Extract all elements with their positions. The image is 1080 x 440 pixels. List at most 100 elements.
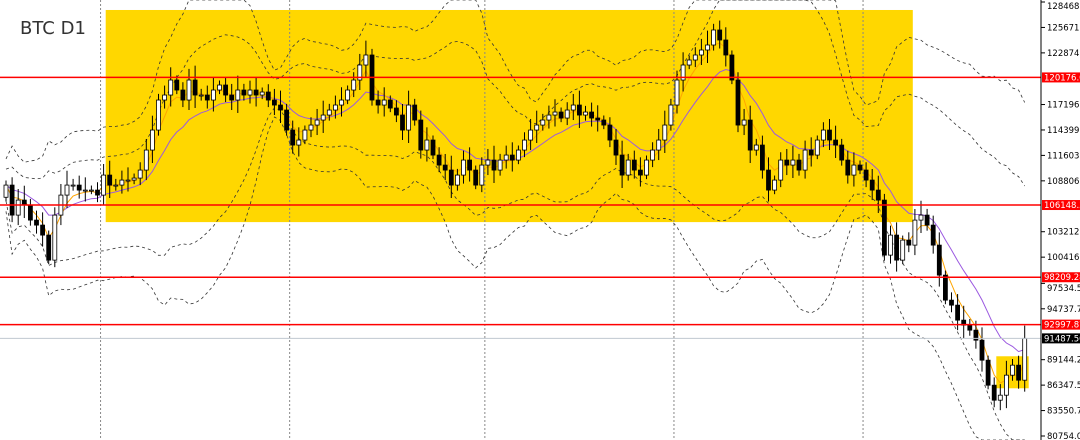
- level-price-box: [1042, 319, 1080, 330]
- bearish-candle-body: [619, 154, 625, 176]
- bearish-candle-body: [558, 111, 564, 119]
- bullish-candle-body: [168, 79, 174, 96]
- axis-tick-label: 83550.75: [1047, 407, 1080, 417]
- level-price-label: 92997.87: [1044, 321, 1080, 331]
- bearish-candle-body: [833, 139, 838, 146]
- bearish-candle-body: [967, 324, 973, 331]
- bearish-candle-body: [271, 99, 277, 106]
- bullish-candle-body: [198, 94, 204, 97]
- bearish-candle-body: [894, 234, 899, 261]
- bearish-candle-body: [241, 89, 247, 96]
- bearish-candle-body: [869, 179, 875, 191]
- bullish-candle-body: [149, 129, 155, 151]
- bullish-candle-body: [851, 164, 857, 176]
- candle: [875, 175, 881, 214]
- candle: [705, 30, 710, 63]
- candle: [137, 162, 143, 186]
- candle: [284, 103, 290, 136]
- candle: [479, 157, 485, 193]
- candle: [454, 168, 460, 191]
- axis-tick-label: 103212.75: [1047, 228, 1080, 238]
- current-price-box: [1042, 333, 1080, 344]
- bullish-candle-body: [302, 129, 308, 141]
- bearish-candle-body: [601, 119, 607, 126]
- candle: [223, 77, 229, 103]
- bullish-candle-body: [570, 104, 576, 111]
- bearish-candle-body: [924, 214, 930, 226]
- bullish-candle-body: [113, 184, 119, 187]
- candle: [760, 135, 765, 179]
- candle: [46, 230, 52, 265]
- bearish-candle-body: [192, 79, 198, 96]
- axis-tick-label: 111603.00: [1047, 151, 1080, 161]
- candle: [943, 270, 948, 305]
- bearish-candle-body: [509, 154, 515, 161]
- candle: [808, 137, 814, 167]
- candle: [814, 135, 820, 160]
- bearish-candle-body: [107, 174, 113, 186]
- bullish-candle-body: [259, 91, 265, 96]
- candle: [424, 127, 430, 162]
- bullish-candle-body: [461, 159, 466, 176]
- bearish-candle-body: [723, 39, 729, 56]
- bearish-candle-body: [747, 119, 753, 151]
- candle: [790, 145, 796, 179]
- candle: [497, 153, 503, 176]
- bullish-candle-body: [656, 139, 662, 151]
- candle: [558, 107, 564, 123]
- bearish-candle-body: [448, 169, 454, 186]
- bearish-candle-body: [491, 159, 497, 171]
- candle: [131, 173, 137, 185]
- bullish-candle-body: [210, 89, 216, 101]
- bullish-candle-body: [900, 239, 906, 261]
- bullish-candle-body: [339, 99, 344, 106]
- candle: [82, 177, 88, 202]
- candle: [119, 170, 125, 194]
- bullish-candle-body: [1004, 374, 1009, 396]
- candle: [607, 117, 613, 148]
- bullish-candle-body: [564, 109, 570, 119]
- candle: [528, 118, 533, 151]
- candle: [1004, 360, 1009, 409]
- candle: [278, 90, 283, 123]
- period-separators: [100, 0, 864, 440]
- candle: [857, 160, 863, 175]
- candle: [638, 157, 643, 187]
- bullish-candle-body: [137, 169, 143, 179]
- candle: [34, 210, 39, 234]
- candle: [741, 108, 747, 136]
- bearish-candle-body: [473, 169, 479, 186]
- bearish-candle-body: [808, 149, 814, 156]
- bullish-candle-body: [705, 44, 710, 51]
- candle: [1016, 355, 1021, 389]
- candle: [924, 208, 930, 231]
- bearish-candle-body: [436, 154, 442, 166]
- bearish-candle-body: [631, 159, 637, 171]
- bullish-candle-body: [644, 159, 649, 176]
- bearish-candle-body: [766, 169, 771, 191]
- candle: [997, 384, 1003, 411]
- bearish-candle-body: [204, 94, 210, 101]
- candle: [967, 318, 973, 336]
- bullish-candle-body: [918, 214, 924, 221]
- candle: [174, 75, 180, 95]
- bearish-candle-body: [442, 164, 448, 171]
- candle: [149, 115, 155, 163]
- candle: [991, 377, 997, 408]
- candle: [680, 52, 686, 92]
- candle: [229, 83, 235, 111]
- candle: [949, 292, 954, 313]
- candle: [235, 75, 241, 113]
- level-price-box: [1042, 72, 1080, 83]
- candle: [570, 93, 576, 121]
- candle: [27, 198, 33, 226]
- bearish-candle-body: [979, 339, 985, 361]
- candle: [290, 120, 296, 154]
- axis-tick-label: 128468.25: [1047, 2, 1080, 12]
- bearish-candle-body: [943, 274, 948, 301]
- outer-upper-band: [5, 0, 1026, 163]
- candle: [869, 168, 875, 201]
- bullish-candle-body: [101, 174, 106, 196]
- axis-tick-label: 89144.25: [1047, 356, 1080, 366]
- candle: [564, 102, 570, 126]
